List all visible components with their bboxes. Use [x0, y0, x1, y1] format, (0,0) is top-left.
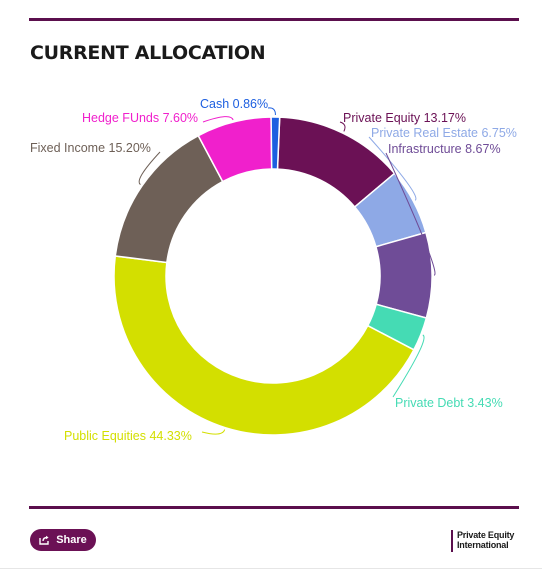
share-button-label: Share — [56, 534, 87, 546]
share-button[interactable]: Share — [30, 529, 96, 551]
slice-label-4: Public Equities 44.33% — [64, 429, 192, 443]
slice-label-2: Infrastructure 8.67% — [388, 142, 501, 156]
share-icon — [39, 535, 49, 545]
leader-line-1 — [368, 136, 417, 201]
leader-line-0 — [339, 121, 346, 132]
leader-line-4 — [201, 429, 226, 435]
slice-7[interactable] — [270, 116, 281, 170]
slice-label-0: Private Equity 13.17% — [343, 111, 466, 125]
slice-label-5: Fixed Income 15.20% — [30, 141, 151, 155]
top-rule — [29, 18, 519, 21]
allocation-donut-chart: Private Equity 13.17%Private Real Estate… — [30, 97, 517, 443]
logo-line-2: International — [457, 540, 509, 550]
leader-line-3 — [392, 334, 425, 398]
slice-label-7: Cash 0.86% — [200, 97, 268, 111]
bottom-rule — [29, 506, 519, 509]
slice-label-3: Private Debt 3.43% — [395, 396, 503, 410]
leader-line-2 — [385, 152, 436, 276]
slice-2[interactable] — [374, 231, 433, 319]
logo-line-1: Private Equity — [457, 530, 515, 540]
slice-label-1: Private Real Estate 6.75% — [371, 126, 517, 140]
leader-line-7 — [267, 107, 276, 116]
leader-line-6 — [202, 116, 234, 123]
pei-logo: Private Equity International — [451, 530, 514, 552]
leader-line-5 — [138, 151, 161, 185]
chart-title: CURRENT ALLOCATION — [30, 42, 266, 64]
footer-divider — [0, 568, 542, 569]
slice-4[interactable] — [113, 255, 415, 436]
slice-label-6: Hedge FUnds 7.60% — [82, 111, 198, 125]
